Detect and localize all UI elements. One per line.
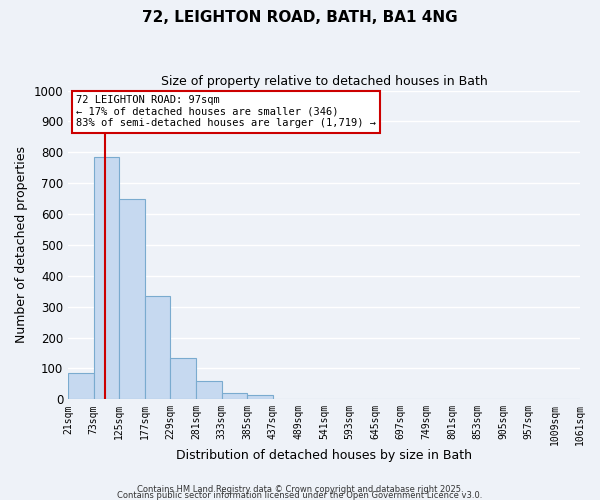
Bar [170,358,196,400]
Bar [145,296,170,400]
Bar [196,382,221,400]
Y-axis label: Number of detached properties: Number of detached properties [15,146,28,344]
Text: Contains HM Land Registry data © Crown copyright and database right 2025.: Contains HM Land Registry data © Crown c… [137,484,463,494]
Bar [94,157,119,400]
Bar [119,200,145,400]
Text: 72 LEIGHTON ROAD: 97sqm
← 17% of detached houses are smaller (346)
83% of semi-d: 72 LEIGHTON ROAD: 97sqm ← 17% of detache… [76,95,376,128]
Bar [68,373,94,400]
Bar [221,392,247,400]
Text: Contains public sector information licensed under the Open Government Licence v3: Contains public sector information licen… [118,490,482,500]
Title: Size of property relative to detached houses in Bath: Size of property relative to detached ho… [161,75,487,88]
Text: 72, LEIGHTON ROAD, BATH, BA1 4NG: 72, LEIGHTON ROAD, BATH, BA1 4NG [142,10,458,25]
Bar [247,396,273,400]
X-axis label: Distribution of detached houses by size in Bath: Distribution of detached houses by size … [176,450,472,462]
